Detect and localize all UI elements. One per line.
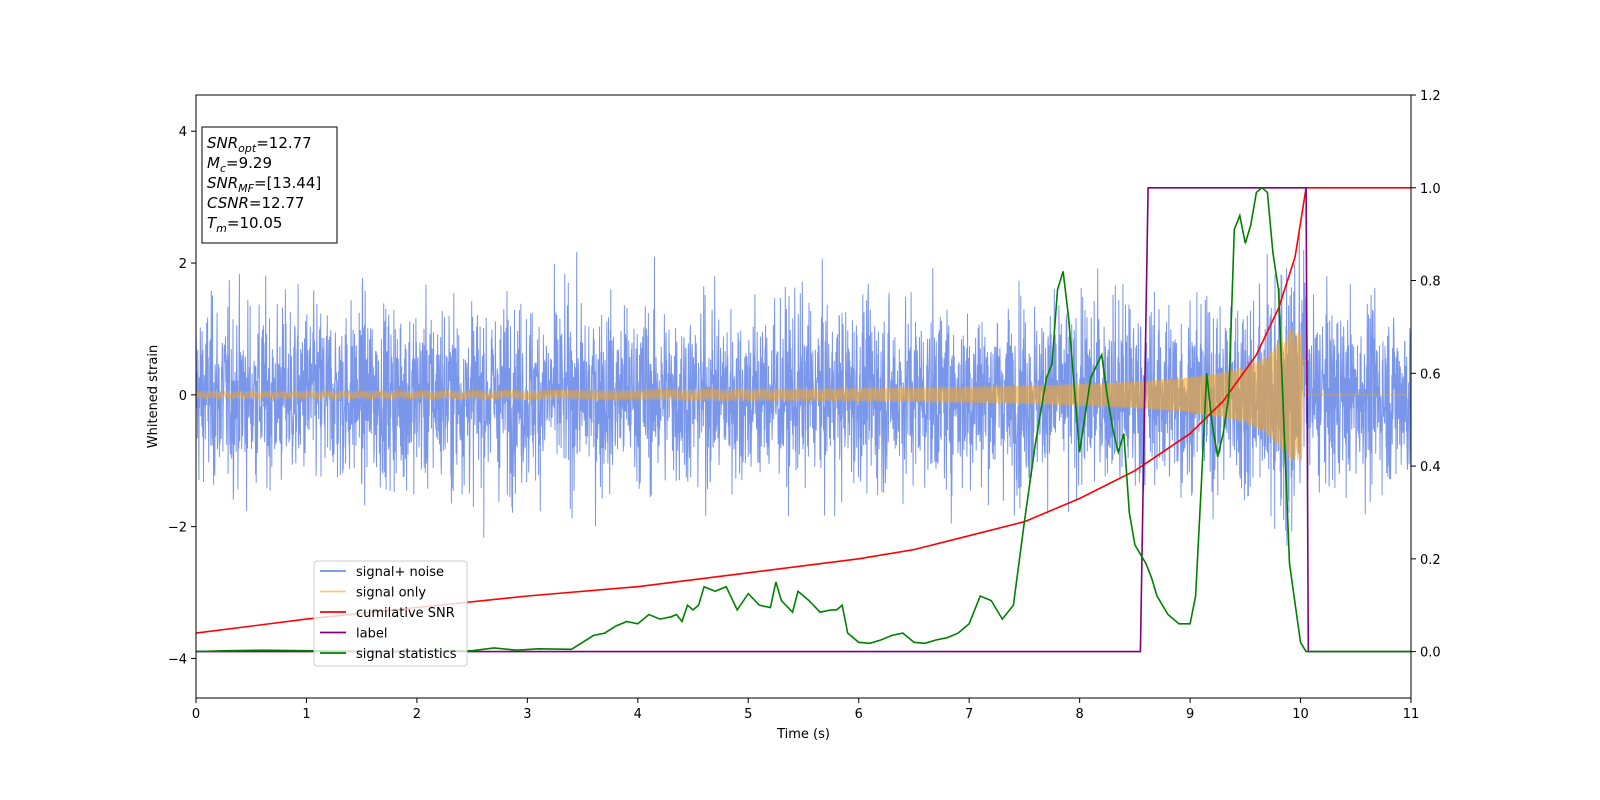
x-tick-label: 4 [634, 707, 642, 722]
plot-frame [195, 94, 1412, 699]
y-tick-label-left: −2 [168, 521, 187, 536]
x-tick-label: 11 [1403, 707, 1420, 722]
annotation-box: SNRopt=12.77Mc=9.29SNRMF=[13.44]CSNR=12.… [201, 126, 338, 244]
legend-label-cumilative-snr: cumilative SNR [356, 606, 455, 621]
x-tick-label: 6 [855, 707, 863, 722]
legend-frame [313, 560, 468, 667]
x-axis-label: Time (s) [776, 727, 830, 742]
y-tick-label-right: 0.8 [1420, 275, 1441, 290]
x-tick-label: 7 [965, 707, 973, 722]
y-tick-label-right: 0.4 [1420, 460, 1441, 475]
y-tick-label-right: 0.0 [1420, 646, 1441, 661]
legend-label-signal-noise: signal+ noise [356, 565, 444, 580]
annotation-line: Mc=9.29 [207, 154, 272, 175]
y-tick-label-right: 0.6 [1420, 367, 1441, 382]
x-tick-label: 1 [302, 707, 310, 722]
x-tick-label: 10 [1292, 707, 1309, 722]
y-tick-label-right: 1.2 [1420, 89, 1441, 104]
data-layer [196, 186, 1411, 653]
y-tick-label-left: 0 [179, 389, 187, 404]
axes-layer: 0 1 2 3 4 5 6 7 8 9 10 11 −4 −2 0 2 4 0.0 0.2 0.4 0.6 0.8 1.0 1… [168, 89, 1441, 722]
legend-label-label: label [356, 627, 387, 642]
series-line-cumilative-snr [196, 187, 1411, 634]
x-tick-label: 0 [192, 707, 200, 722]
y-tick-label-right: 1.0 [1420, 182, 1441, 197]
y-tick-label-left: 4 [179, 125, 187, 140]
series-line-signal-only [196, 328, 1411, 461]
legend: signal+ noise signal only cumilative SNR la… [313, 560, 468, 667]
x-tick-label: 9 [1186, 707, 1194, 722]
annotation-line: SNRopt=12.77 [207, 134, 312, 155]
x-tick-label: 5 [744, 707, 752, 722]
y-tick-label-left: 2 [179, 257, 187, 272]
y-tick-label-left: −4 [168, 652, 187, 667]
x-tick-label: 8 [1075, 707, 1083, 722]
x-tick-label: 2 [413, 707, 421, 722]
annotation-line: Tm=10.05 [207, 214, 282, 235]
annotation-line: CSNR=12.77 [207, 194, 304, 212]
annotation-line: SNRMF=[13.44] [207, 174, 321, 195]
x-tick-label: 3 [523, 707, 531, 722]
series-line-signal-statistics [196, 186, 1411, 653]
annotation-frame [201, 126, 338, 244]
y-axis-label: Whitened strain [146, 345, 161, 448]
legend-label-signal-only: signal only [356, 586, 426, 601]
y-tick-label-right: 0.2 [1420, 553, 1441, 568]
legend-label-signal-statistics: signal statistics [356, 647, 457, 662]
